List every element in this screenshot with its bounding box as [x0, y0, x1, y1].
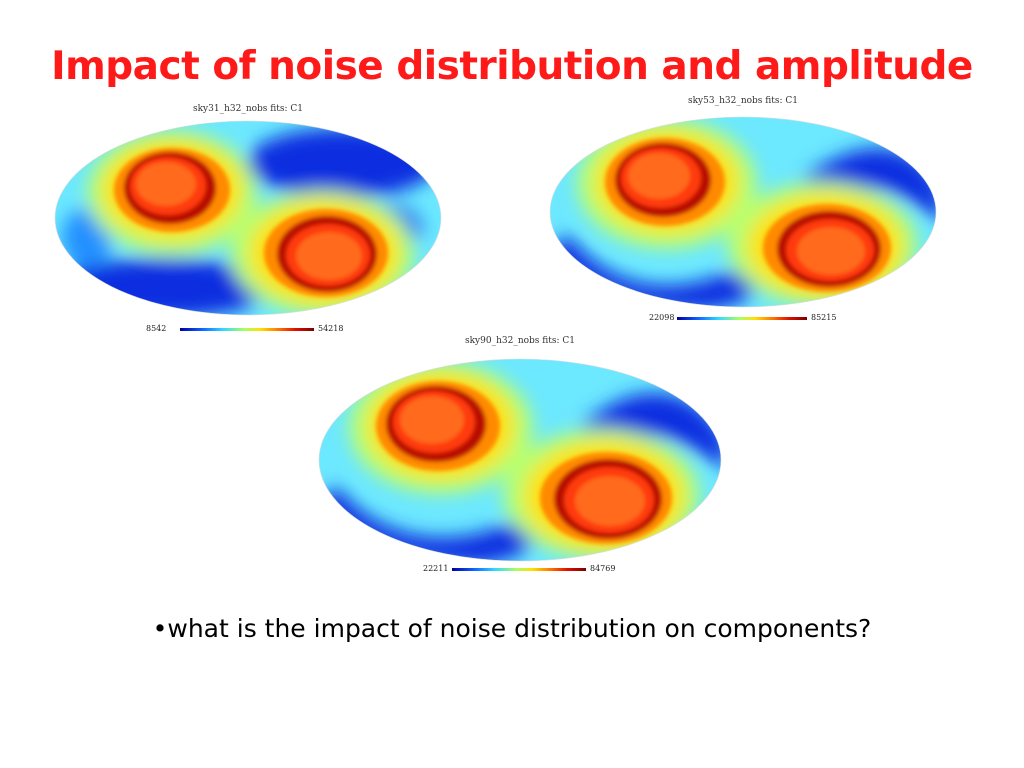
- scale-max-label: 84769: [590, 564, 616, 573]
- sky-map-panel-2: sky53_h32_nobs fits: C1: [547, 96, 939, 326]
- sky-map-panel-1: sky31_h32_nobs fits: C1: [52, 104, 444, 334]
- map-caption: sky53_h32_nobs fits: C1: [687, 96, 799, 106]
- slide-title: Impact of noise distribution and amplitu…: [51, 44, 973, 89]
- mollweide-map: [318, 358, 722, 562]
- mollweide-map: [54, 120, 442, 316]
- color-scale: 22098 85215: [547, 313, 939, 325]
- scale-max-label: 54218: [318, 324, 344, 333]
- map-caption: sky90_h32_nobs fits: C1: [464, 336, 576, 346]
- sky-map-panel-3: sky90_h32_nobs fits: C1: [316, 336, 724, 576]
- mollweide-map: [549, 116, 937, 308]
- colorbar: [452, 568, 586, 571]
- map-caption: sky31_h32_nobs fits: C1: [192, 104, 304, 114]
- color-scale: 8542 54218: [52, 324, 444, 336]
- scale-min-label: 8542: [146, 324, 167, 333]
- colorbar: [180, 328, 314, 331]
- scale-max-label: 85215: [811, 313, 837, 322]
- scale-min-label: 22098: [649, 313, 675, 322]
- scale-min-label: 22211: [423, 564, 449, 573]
- colorbar: [677, 317, 807, 320]
- color-scale: 22211 84769: [316, 564, 724, 576]
- bullet-question: •what is the impact of noise distributio…: [152, 614, 872, 643]
